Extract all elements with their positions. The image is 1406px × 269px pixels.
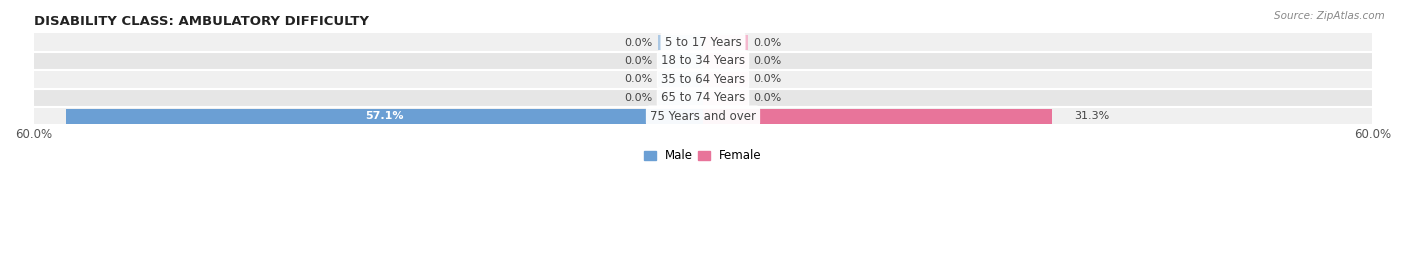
Legend: Male, Female: Male, Female [640, 145, 766, 167]
Bar [658, 90, 703, 105]
Text: 0.0%: 0.0% [754, 93, 782, 103]
Bar [658, 72, 703, 87]
Text: 0.0%: 0.0% [754, 74, 782, 84]
Text: 65 to 74 Years: 65 to 74 Years [661, 91, 745, 104]
Bar [34, 89, 1372, 107]
Bar [34, 33, 1372, 52]
Text: 0.0%: 0.0% [624, 38, 652, 48]
Bar [703, 72, 748, 87]
Text: 18 to 34 Years: 18 to 34 Years [661, 54, 745, 68]
Text: 0.0%: 0.0% [624, 74, 652, 84]
Text: DISABILITY CLASS: AMBULATORY DIFFICULTY: DISABILITY CLASS: AMBULATORY DIFFICULTY [34, 15, 368, 28]
Bar [703, 53, 748, 69]
Text: 57.1%: 57.1% [366, 111, 404, 121]
Text: 0.0%: 0.0% [624, 93, 652, 103]
Bar [34, 52, 1372, 70]
Bar [703, 109, 1052, 124]
Text: 0.0%: 0.0% [754, 56, 782, 66]
Text: 0.0%: 0.0% [624, 56, 652, 66]
Bar [703, 90, 748, 105]
Text: 0.0%: 0.0% [754, 38, 782, 48]
Text: Source: ZipAtlas.com: Source: ZipAtlas.com [1274, 11, 1385, 21]
Text: 35 to 64 Years: 35 to 64 Years [661, 73, 745, 86]
Bar [34, 70, 1372, 89]
Bar [703, 35, 748, 50]
Text: 31.3%: 31.3% [1074, 111, 1109, 121]
Bar [658, 35, 703, 50]
Text: 5 to 17 Years: 5 to 17 Years [665, 36, 741, 49]
Text: 75 Years and over: 75 Years and over [650, 109, 756, 123]
Bar [34, 107, 1372, 125]
Bar [66, 109, 703, 124]
Bar [658, 53, 703, 69]
